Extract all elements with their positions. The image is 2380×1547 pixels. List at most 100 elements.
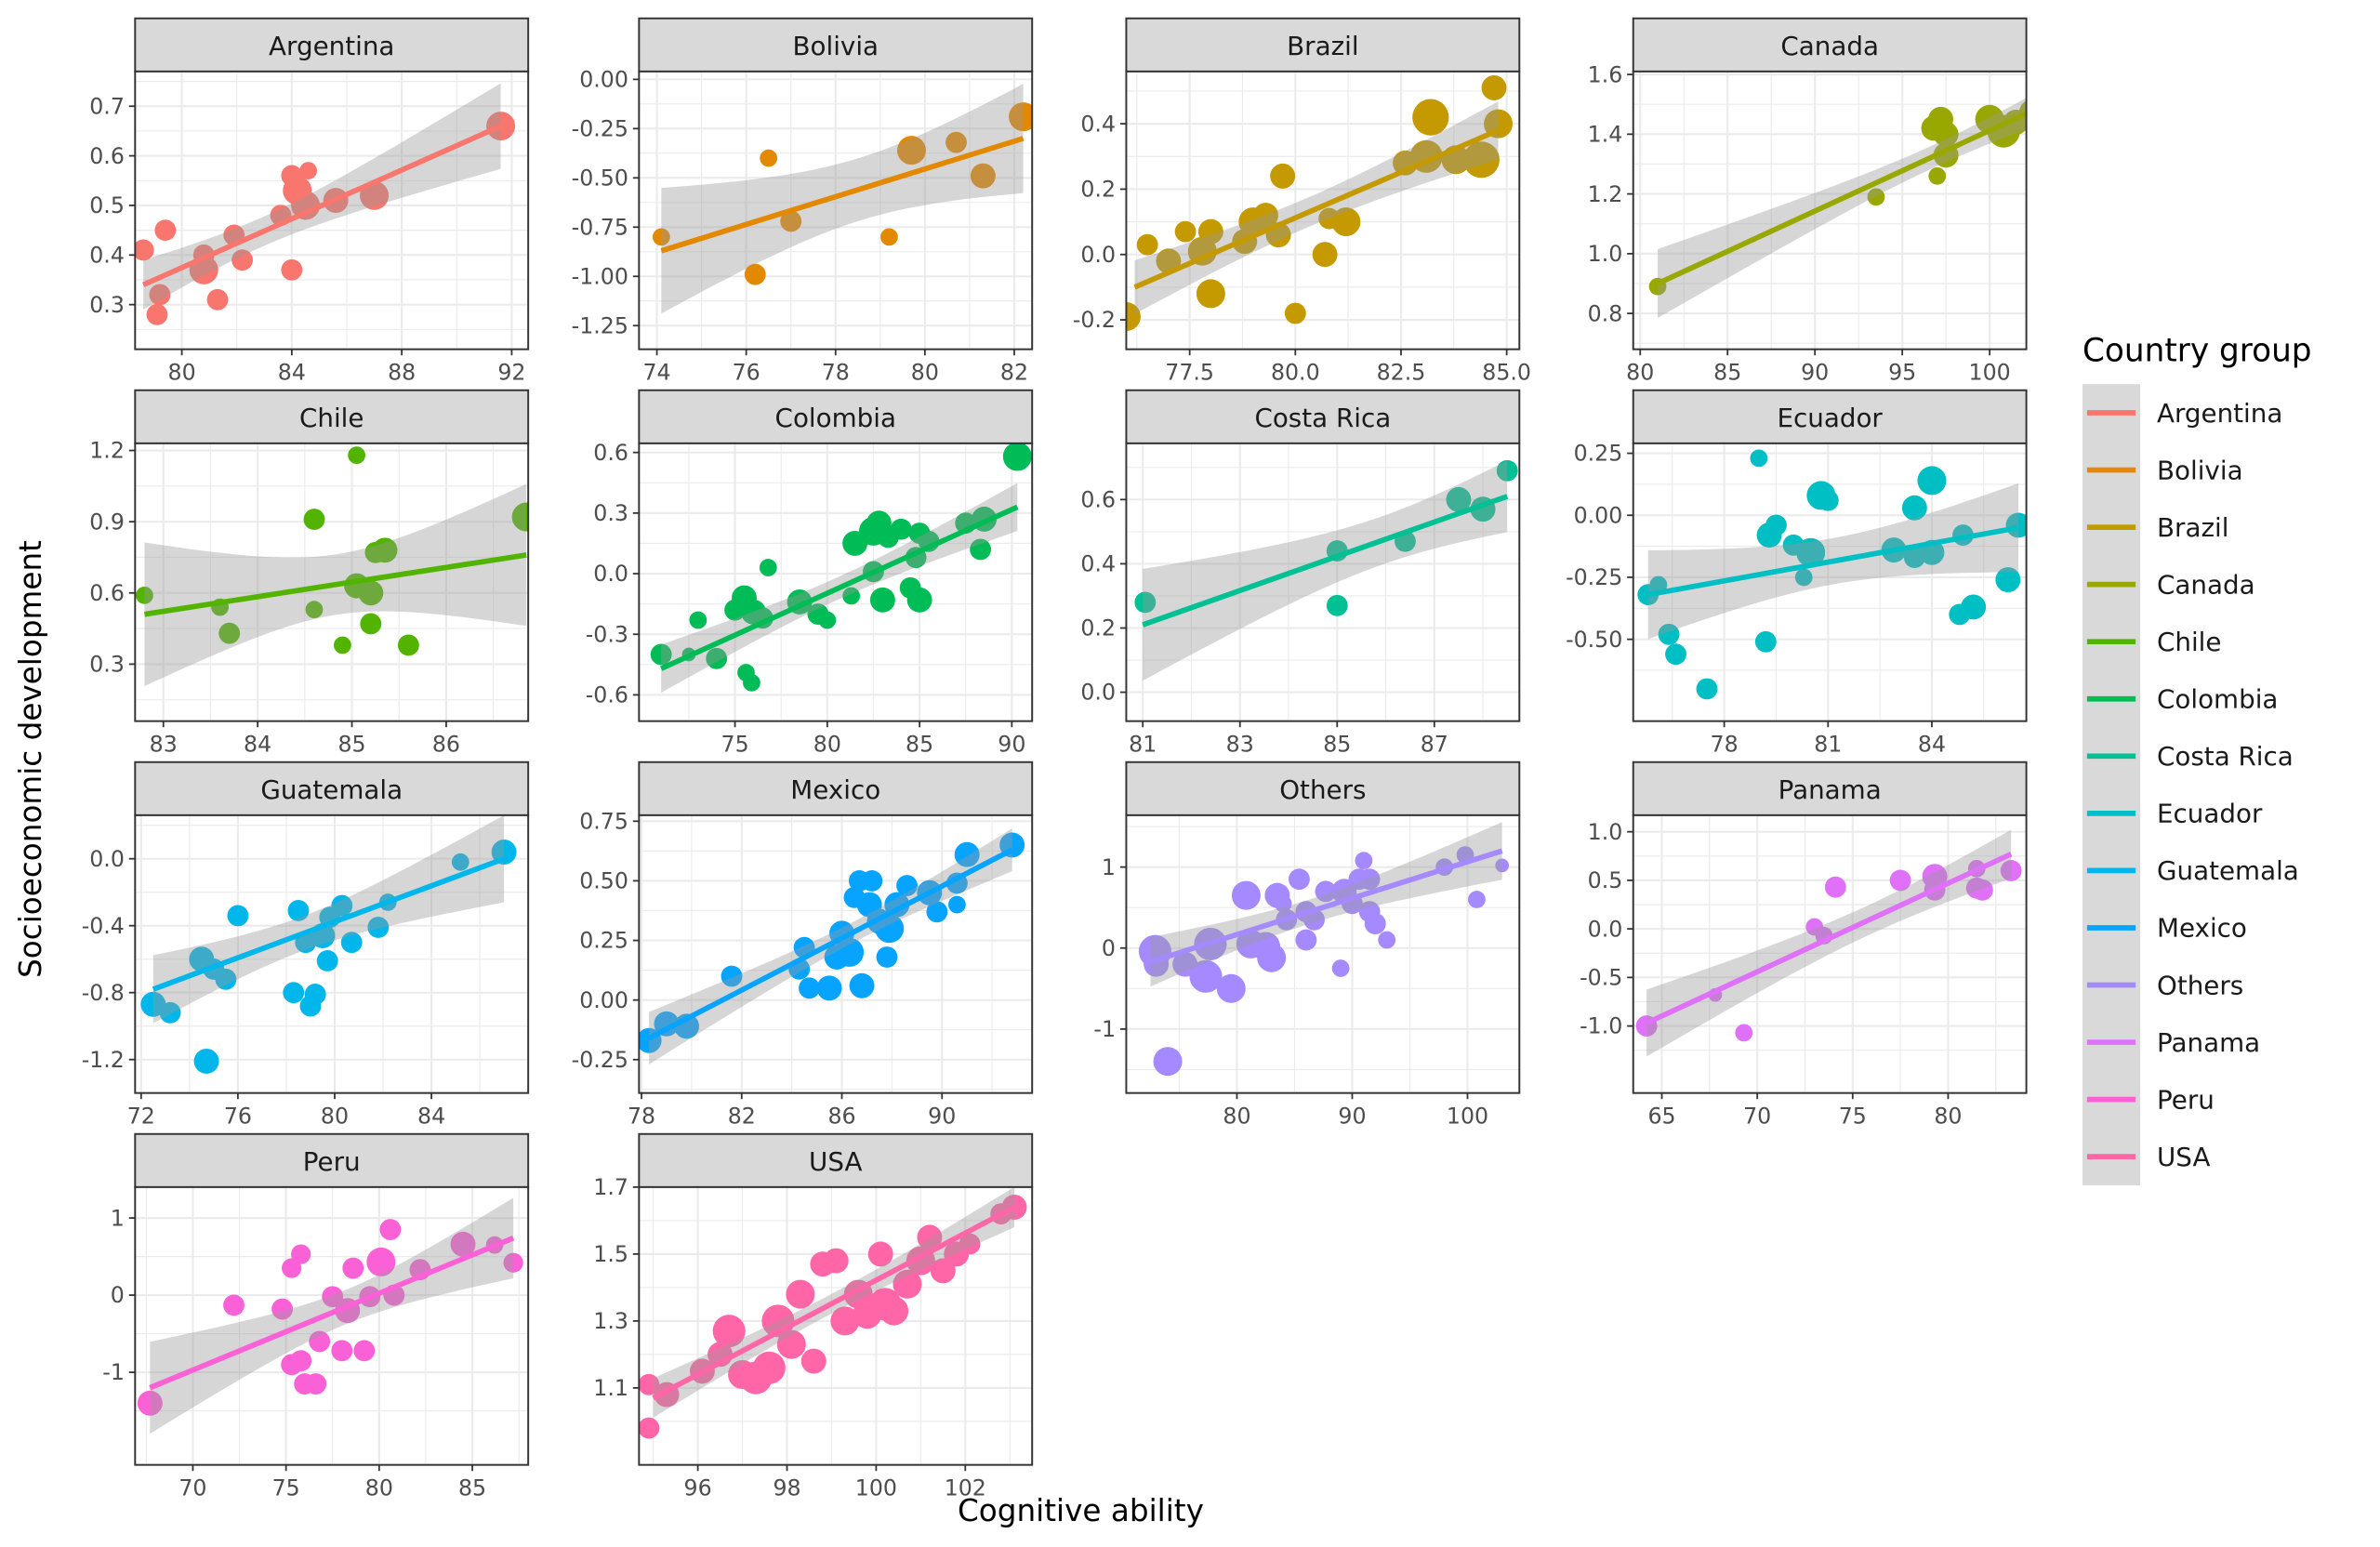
y-tick-label: 0.00 — [579, 67, 628, 93]
data-point — [146, 303, 168, 325]
x-tick-label: 95 — [1888, 359, 1916, 385]
y-tick-label: -1.2 — [82, 1047, 125, 1073]
x-tick-label: 76 — [733, 359, 760, 385]
regression-line — [1133, 127, 1500, 290]
y-tick-label: -1.25 — [572, 312, 628, 338]
data-point — [1378, 931, 1396, 949]
x-tick-label: 87 — [1421, 731, 1448, 757]
y-tick-label: 0.0 — [1588, 916, 1623, 942]
facets: Argentina 80 84 88 92 0.3 0.4 0.5 0.6 0.7 Bolivia 7… — [82, 17, 2028, 1501]
legend-label: Panama — [2157, 1027, 2260, 1058]
data-point — [786, 1279, 815, 1309]
data-point — [1136, 233, 1158, 256]
data-point — [291, 1244, 311, 1264]
legend-label: USA — [2157, 1142, 2210, 1172]
data-layer — [135, 83, 516, 325]
y-tick-label: -0.75 — [572, 214, 628, 240]
data-point — [159, 1001, 181, 1024]
data-point — [875, 914, 905, 944]
data-point — [867, 1241, 893, 1267]
y-tick-label: 1.2 — [1588, 181, 1623, 207]
x-tick-label: 72 — [127, 1103, 155, 1129]
data-point — [140, 991, 166, 1017]
x-tick-label: 75 — [721, 731, 749, 757]
facet-guatemala: Guatemala 72 76 80 84 -1.2 -0.8 -0.4 0.0 — [82, 760, 530, 1129]
y-tick-label: -0.8 — [82, 980, 125, 1006]
legend-item: Mexico — [2086, 913, 2247, 944]
x-tick-label: 85 — [1323, 731, 1351, 757]
x-tick-label: 90 — [928, 1103, 956, 1129]
legend-item: Guatemala — [2086, 855, 2299, 886]
panel-border — [638, 442, 1034, 722]
x-tick-label: 84 — [1918, 731, 1946, 757]
data-point — [291, 191, 321, 220]
data-point — [1289, 868, 1310, 891]
data-point — [818, 611, 837, 629]
x-tick-label: 88 — [388, 359, 416, 385]
y-tick-label: 0.3 — [89, 292, 125, 318]
x-tick-label: 85 — [1713, 359, 1741, 385]
data-point — [906, 587, 932, 613]
data-point — [1134, 591, 1157, 614]
y-tick-label: -0.25 — [1566, 564, 1622, 590]
data-point — [309, 1330, 331, 1353]
data-point — [1735, 1024, 1753, 1042]
y-tick-label: 1.4 — [1588, 122, 1623, 148]
y-tick-label: 0.50 — [579, 868, 628, 894]
y-tick-label: 0.0 — [89, 846, 125, 872]
y-tick-label: 1.2 — [89, 438, 125, 464]
data-point — [290, 1350, 312, 1372]
data-point — [842, 587, 861, 605]
facet-strip-label: Others — [1279, 774, 1366, 805]
y-tick-label: 0.2 — [1080, 615, 1116, 641]
data-point — [1750, 449, 1768, 468]
facet-strip — [1125, 760, 1521, 816]
legend-label: Guatemala — [2157, 855, 2299, 886]
y-tick-label: 0.9 — [89, 509, 125, 535]
data-point — [379, 1219, 402, 1240]
y-tick-label: -0.2 — [1073, 307, 1116, 333]
x-tick-label: 80 — [911, 359, 939, 385]
data-point — [1295, 929, 1317, 951]
confidence-band — [152, 814, 505, 1024]
data-layer — [1637, 449, 2027, 700]
y-tick-label: 1.1 — [593, 1375, 628, 1401]
regression-line — [1647, 524, 2019, 598]
panel-border — [134, 70, 530, 350]
data-point — [1312, 242, 1338, 268]
x-tick-label: 81 — [1129, 731, 1157, 757]
data-point — [135, 239, 154, 261]
data-layer — [1138, 822, 1510, 1077]
x-tick-label: 86 — [432, 731, 460, 757]
legend-item: USA — [2086, 1142, 2210, 1172]
x-tick-label: 98 — [773, 1474, 800, 1501]
x-tick-label: 80 — [813, 731, 841, 757]
data-point — [1355, 852, 1373, 870]
data-point — [896, 136, 926, 165]
x-tick-label: 80 — [1934, 1103, 1962, 1129]
x-tick-label: 80 — [1626, 359, 1654, 385]
data-point — [744, 263, 766, 285]
facet-canada: Canada 80 85 90 95 100 0.8 1.0 1.2 1.4 1.6 — [1588, 17, 2028, 385]
legend-label: Bolivia — [2157, 455, 2243, 485]
legend-label: Costa Rica — [2157, 741, 2294, 772]
legend-label: Brazil — [2157, 512, 2228, 543]
data-point — [743, 674, 760, 692]
x-tick-label: 82.5 — [1377, 359, 1426, 385]
data-point — [1901, 495, 1927, 521]
y-tick-label: -0.4 — [82, 913, 125, 939]
x-tick-label: 70 — [1743, 1103, 1771, 1129]
data-point — [945, 131, 967, 153]
regression-line — [144, 552, 527, 617]
data-point — [1326, 594, 1348, 616]
data-point — [1331, 207, 1361, 237]
data-point — [334, 636, 351, 654]
y-tick-label: 0.3 — [89, 652, 125, 678]
data-point — [1331, 959, 1350, 977]
data-point — [930, 1258, 956, 1284]
facet-strip-label: Chile — [299, 403, 364, 433]
y-tick-label: 0.0 — [1080, 242, 1116, 268]
data-point — [823, 1248, 849, 1274]
data-point — [281, 258, 303, 281]
data-point — [282, 1258, 302, 1278]
